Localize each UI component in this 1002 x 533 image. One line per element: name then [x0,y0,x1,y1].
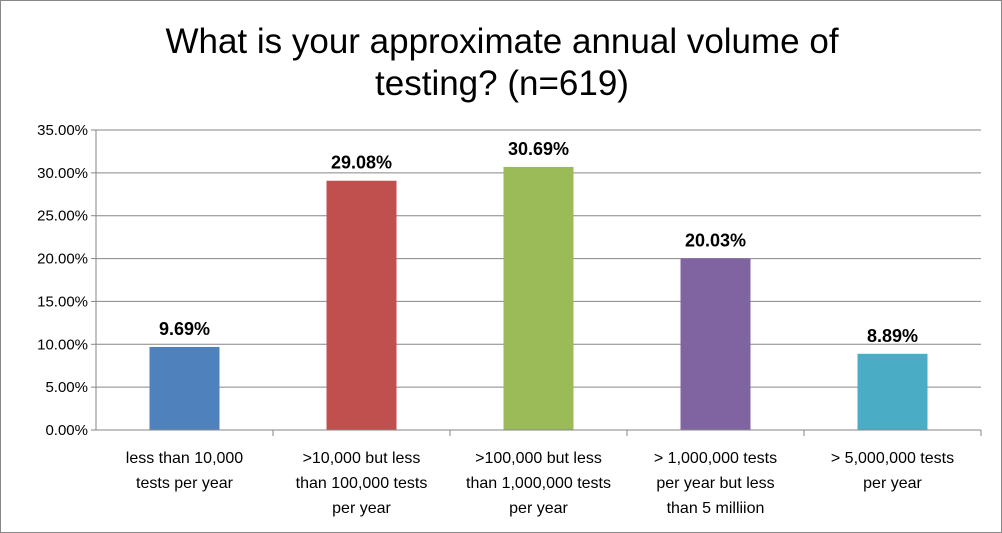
y-tick-label: 25.00% [37,208,88,225]
bar [503,166,574,430]
x-tick-label: tests per year [136,475,234,492]
y-tick-label: 5.00% [45,379,88,396]
y-tick-label: 20.00% [37,251,88,268]
data-label: 20.03% [685,230,746,250]
data-label: 9.69% [159,319,210,339]
x-tick-label: per year but less [656,475,774,492]
x-tick-label: than 100,000 tests [296,475,428,492]
x-tick-label: per year [863,475,922,492]
x-tick-label: > 1,000,000 tests [654,450,777,467]
x-tick-label: >100,000 but less [475,450,602,467]
y-tick-label: 0.00% [45,422,88,439]
chart-title: What is your approximate annual volume o… [165,22,838,61]
y-tick-label: 15.00% [37,293,88,310]
chart-title: testing? (n=619) [375,64,629,103]
x-tick-label: than 5 milliion [667,500,765,517]
x-tick-label: > 5,000,000 tests [831,450,954,467]
data-label: 30.69% [508,139,569,159]
bar [149,346,220,430]
data-label: 29.08% [331,153,392,173]
bar [680,258,751,430]
y-tick-label: 30.00% [37,165,88,182]
y-tick-label: 10.00% [37,336,88,353]
x-tick-label: >10,000 but less [303,450,421,467]
x-tick-label: than 1,000,000 tests [466,475,611,492]
bar [857,353,928,430]
bar [326,180,397,430]
x-tick-label: per year [332,500,391,517]
data-label: 8.89% [867,326,918,346]
y-tick-label: 35.00% [37,122,88,139]
x-tick-label: per year [509,500,568,517]
x-tick-label: less than 10,000 [126,450,244,467]
